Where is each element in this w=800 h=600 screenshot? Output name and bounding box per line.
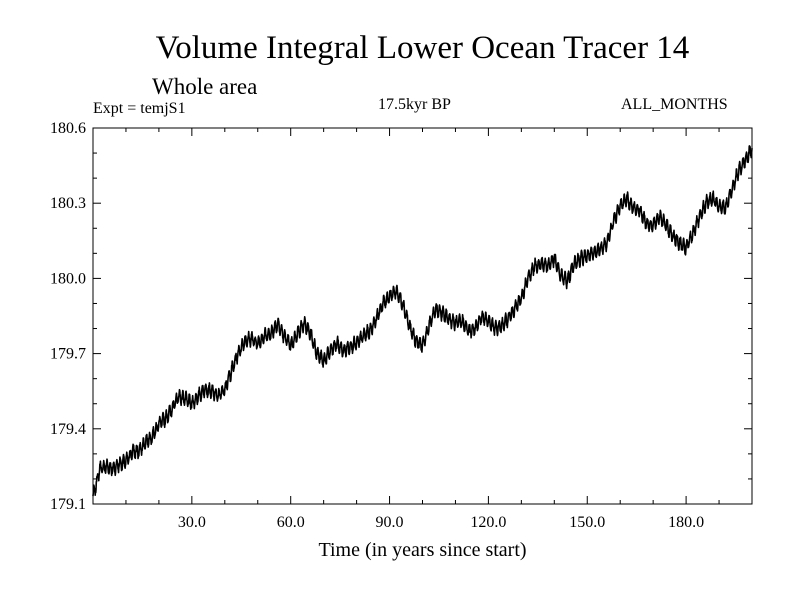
x-tick-label: 60.0 xyxy=(277,514,305,531)
series-group xyxy=(92,145,753,497)
x-tick-label: 90.0 xyxy=(376,514,404,531)
tick-labels: 30.0 60.0 90.0 120.0 150.0 180.0 179.1 179.4 179… xyxy=(50,120,704,531)
experiment-label: Expt = temjS1 xyxy=(93,100,186,117)
period-label: 17.5kyr BP xyxy=(378,96,451,113)
axis-ticks xyxy=(93,128,752,504)
months-label: ALL_MONTHS xyxy=(621,96,728,113)
y-tick-label: 180.3 xyxy=(50,195,86,212)
x-tick-label: 120.0 xyxy=(470,514,506,531)
y-tick-label: 179.4 xyxy=(50,421,86,438)
x-tick-label: 30.0 xyxy=(178,514,206,531)
y-tick-label: 179.7 xyxy=(50,346,86,363)
y-tick-label: 179.1 xyxy=(50,496,86,513)
x-axis-label: Time (in years since start) xyxy=(318,539,527,561)
y-tick-label: 180.6 xyxy=(50,120,86,137)
chart-title: Volume Integral Lower Ocean Tracer 14 xyxy=(155,30,690,66)
plot-frame xyxy=(92,127,753,505)
chart-subtitle: Whole area xyxy=(152,74,258,99)
series-line xyxy=(92,145,753,497)
y-tick-label: 180.0 xyxy=(50,270,86,287)
x-tick-label: 180.0 xyxy=(668,514,704,531)
x-tick-label: 150.0 xyxy=(569,514,605,531)
